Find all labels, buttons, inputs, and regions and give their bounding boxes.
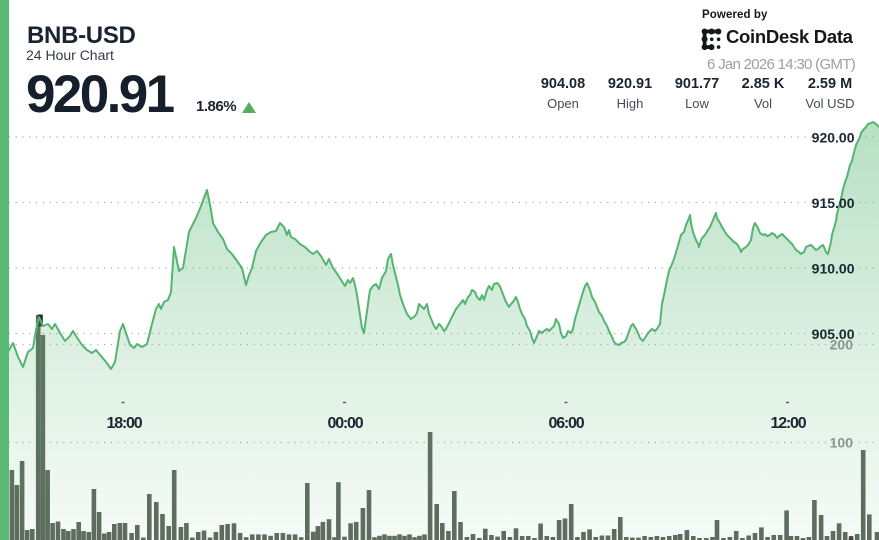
svg-text:200: 200 [830, 337, 854, 353]
svg-text:06:00: 06:00 [549, 415, 585, 432]
svg-text:910.00: 910.00 [812, 261, 855, 277]
svg-text:18:00: 18:00 [107, 415, 143, 432]
svg-text:920.00: 920.00 [812, 130, 855, 146]
svg-text:100: 100 [830, 435, 854, 451]
svg-text:12:00: 12:00 [771, 415, 807, 432]
svg-text:905.00: 905.00 [812, 326, 855, 342]
svg-text:915.00: 915.00 [812, 195, 855, 211]
svg-text:00:00: 00:00 [328, 415, 364, 432]
